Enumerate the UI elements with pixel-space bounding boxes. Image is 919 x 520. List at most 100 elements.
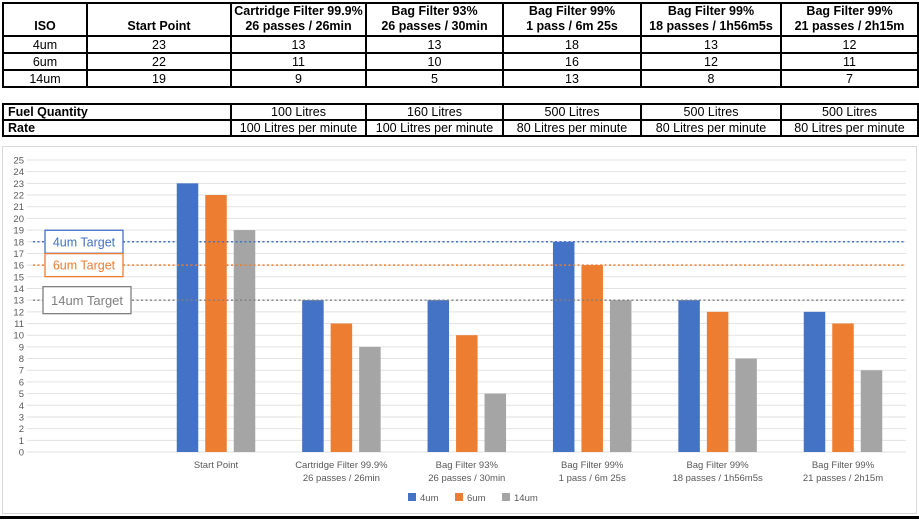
column-header-line1: Bag Filter 99% — [528, 4, 616, 18]
y-tick-label: 15 — [13, 272, 24, 283]
y-tick-label: 7 — [19, 366, 24, 377]
bar-chart-svg: 0123456789101112131415161718192021222324… — [13, 156, 906, 504]
fuel-value-cell: 100 Litres per minute — [365, 119, 504, 137]
y-tick-label: 25 — [13, 156, 24, 167]
bar-4um — [678, 300, 700, 452]
fuel-value-cell: 500 Litres — [640, 103, 782, 121]
bar-14um — [484, 393, 507, 452]
y-tick-label: 8 — [19, 354, 24, 365]
iso-value-cell: 10 — [365, 52, 504, 71]
table-row: 6um 22 11 10 16 12 11 — [2, 52, 919, 71]
filtration-bar-chart: 0 1 2 3 4 5 6 7 8 9 10 11 12 13 14 15 16 17 18 19 20 21 22 23 24… — [2, 146, 917, 514]
x-category-label-line1: Start Point — [194, 460, 239, 471]
table-row: 14um 19 9 5 13 8 7 — [2, 69, 919, 88]
bar-4um — [552, 241, 575, 452]
y-tick-label: 21 — [13, 202, 24, 213]
bottom-border-rule — [0, 516, 919, 519]
target-lines: 4um Target 6um Target 14um Target — [33, 229, 906, 315]
bar-14um — [609, 300, 632, 452]
bar-6um — [706, 311, 729, 452]
x-category-label-line1: Cartridge Filter 99.9% — [295, 460, 388, 471]
iso-value-cell: 16 — [502, 52, 642, 71]
y-tick-label: 0 — [19, 448, 24, 459]
x-category-label-line2: 18 passes / 1h56m5s — [672, 473, 763, 484]
column-header: Bag Filter 93% 26 passes / 30min — [365, 2, 504, 37]
column-header-line1: Cartridge Filter 99.9% — [234, 4, 363, 18]
y-tick-label: 13 — [13, 296, 24, 307]
fuel-value-cell: 100 Litres per minute — [230, 119, 367, 137]
y-tick-label: 6 — [19, 377, 24, 388]
column-header: Bag Filter 99% 18 passes / 1h56m5s — [640, 2, 782, 37]
fuel-row-label: Fuel Quantity — [2, 103, 232, 121]
iso-row-label: 6um — [2, 52, 88, 71]
y-tick-label: 22 — [13, 191, 24, 202]
y-tick-label: 17 — [13, 249, 24, 260]
bar-14um — [359, 346, 381, 452]
bar-series — [176, 183, 883, 453]
legend-label-6um: 6um — [467, 493, 486, 504]
chart-legend: 4um 6um 14um — [408, 493, 538, 504]
legend-swatch-6um — [455, 493, 463, 501]
fuel-value-cell: 80 Litres per minute — [780, 119, 919, 137]
bar-6um — [581, 265, 603, 452]
y-tick-label: 19 — [13, 226, 24, 237]
bar-6um — [832, 323, 854, 452]
x-category-label-line2: 26 passes / 30min — [428, 473, 505, 484]
table-row: 4um 23 13 13 18 13 12 — [2, 35, 919, 54]
column-header-line1: Bag Filter 99% — [667, 4, 755, 18]
iso-value-cell: 12 — [780, 35, 919, 54]
bar-14um — [735, 358, 757, 452]
iso-value-cell: 9 — [230, 69, 367, 88]
iso-row-label: 4um — [2, 35, 88, 54]
column-header: Start Point — [86, 2, 232, 37]
x-category-label-line2: 21 passes / 2h15m — [803, 473, 883, 484]
iso-value-cell: 12 — [640, 52, 782, 71]
y-tick-label: 11 — [14, 319, 24, 330]
column-header: Cartridge Filter 99.9% 26 passes / 26min — [230, 2, 367, 37]
table-row: Rate 100 Litres per minute 100 Litres per … — [2, 119, 919, 137]
iso-value-cell: 13 — [230, 35, 367, 54]
column-header-line2: 1 pass / 6m 25s — [526, 19, 618, 33]
column-header-line2: 26 passes / 30min — [381, 19, 488, 33]
x-category-label-line2: 1 pass / 6m 25s — [559, 473, 626, 484]
fuel-value-cell: 80 Litres per minute — [640, 119, 782, 137]
fuel-quantity-rate-table: Fuel Quantity 100 Litres 160 Litres 500 Lit… — [2, 103, 919, 137]
x-category-label-line1: Bag Filter 99% — [812, 460, 875, 471]
table-row: Fuel Quantity 100 Litres 160 Litres 500 Lit… — [2, 103, 919, 121]
column-header: ISO — [2, 2, 88, 37]
column-header-line1: Start Point — [127, 19, 191, 33]
bar-14um — [233, 230, 256, 452]
legend-label-14um: 14um — [514, 493, 538, 504]
y-tick-label: 24 — [13, 167, 24, 178]
column-header: Bag Filter 99% 21 passes / 2h15m — [780, 2, 919, 37]
fuel-value-cell: 500 Litres — [780, 103, 919, 121]
y-axis-labels: 0123456789101112131415161718192021222324… — [13, 156, 24, 459]
x-category-label-line2: 26 passes / 26min — [303, 473, 380, 484]
target-label-text: 14um Target — [51, 293, 123, 308]
fuel-row-label: Rate — [2, 119, 232, 137]
iso-cleanliness-table: ISO Start Point Cartridge Filter 99.9% 26 p… — [2, 2, 919, 88]
y-tick-label: 20 — [13, 214, 24, 225]
bar-4um — [302, 300, 324, 452]
y-tick-label: 5 — [19, 389, 24, 400]
target-label-box — [42, 286, 132, 315]
y-tick-label: 14 — [13, 284, 24, 295]
y-tick-label: 16 — [13, 261, 24, 272]
y-tick-label: 4 — [19, 401, 24, 412]
y-tick-label: 1 — [19, 436, 24, 447]
fuel-value-cell: 500 Litres — [502, 103, 642, 121]
y-tick-label: 18 — [13, 237, 24, 248]
iso-value-cell: 22 — [86, 52, 232, 71]
iso-table-header-row: ISO Start Point Cartridge Filter 99.9% 26 p… — [2, 2, 919, 37]
bar-6um — [205, 195, 227, 452]
column-header-line1: ISO — [34, 19, 56, 33]
target-label-box — [44, 252, 124, 278]
iso-value-cell: 23 — [86, 35, 232, 54]
column-header-line2: 26 passes / 26min — [245, 19, 352, 33]
column-header-line2: 18 passes / 1h56m5s — [649, 19, 773, 33]
x-category-label-line1: Bag Filter 99% — [686, 460, 749, 471]
bar-4um — [803, 311, 826, 452]
column-header-line1: Bag Filter 99% — [806, 4, 893, 18]
bar-4um — [427, 300, 450, 452]
iso-value-cell: 5 — [365, 69, 504, 88]
